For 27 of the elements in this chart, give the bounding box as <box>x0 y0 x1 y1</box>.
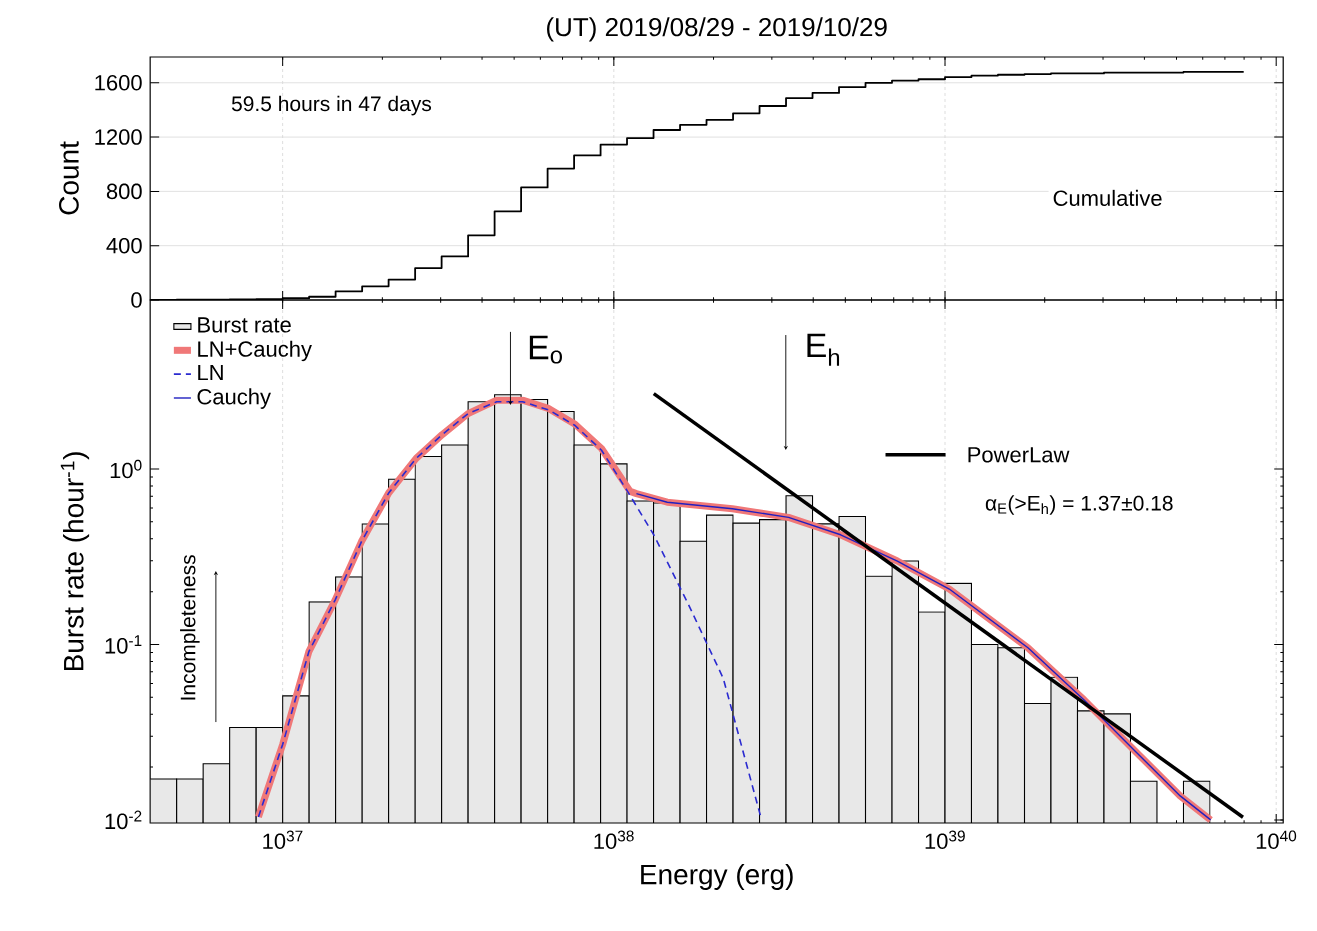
y-axis-title: Count <box>59 141 79 215</box>
annotation: 59.5 hours in 47 days <box>231 95 432 116</box>
legend-label: Cauchy <box>197 388 271 409</box>
x-tick-label: 10$^{39}$ <box>925 830 965 850</box>
y-tick-label: 10$^{0}$ <box>110 459 142 479</box>
y-tick-label: 1200 <box>95 129 142 145</box>
y-tick-label: 800 <box>106 183 142 200</box>
y-tick-label: 10$^{-1}$ <box>105 635 142 654</box>
chart-title: (UT) 2019/08/29 - 2019/10/29 <box>547 17 887 42</box>
legend-label: LN <box>198 364 223 381</box>
y-tick-label: 10$^{-2}$ <box>105 810 142 830</box>
legend-label: PowerLaw <box>968 447 1070 463</box>
text: Cumulative <box>1053 189 1162 207</box>
x-axis-title: Energy (erg) <box>641 863 793 890</box>
annotation: E$_{o}$ <box>529 335 562 364</box>
annotation: α$_{E}$(>E$_{h}$) = 1.37±0.18 <box>985 495 1173 515</box>
x-tick-label: 10$^{38}$ <box>594 830 634 850</box>
x-tick-label: 10$^{40}$ <box>1256 830 1297 850</box>
annotation: E$_{h}$ <box>807 333 840 366</box>
y-axis-title: Burst rate (hour$^{-1}$) <box>60 452 90 671</box>
x-tick-label: 10$^{37}$ <box>263 830 303 850</box>
y-tick-label: 0 <box>131 292 142 308</box>
y-tick-label: 400 <box>106 237 142 254</box>
legend-label: LN+Cauchy <box>198 340 312 362</box>
annotation: Incompleteness <box>180 555 200 700</box>
legend-label: Burst rate <box>198 317 291 333</box>
y-tick-label: 1600 <box>95 74 142 91</box>
